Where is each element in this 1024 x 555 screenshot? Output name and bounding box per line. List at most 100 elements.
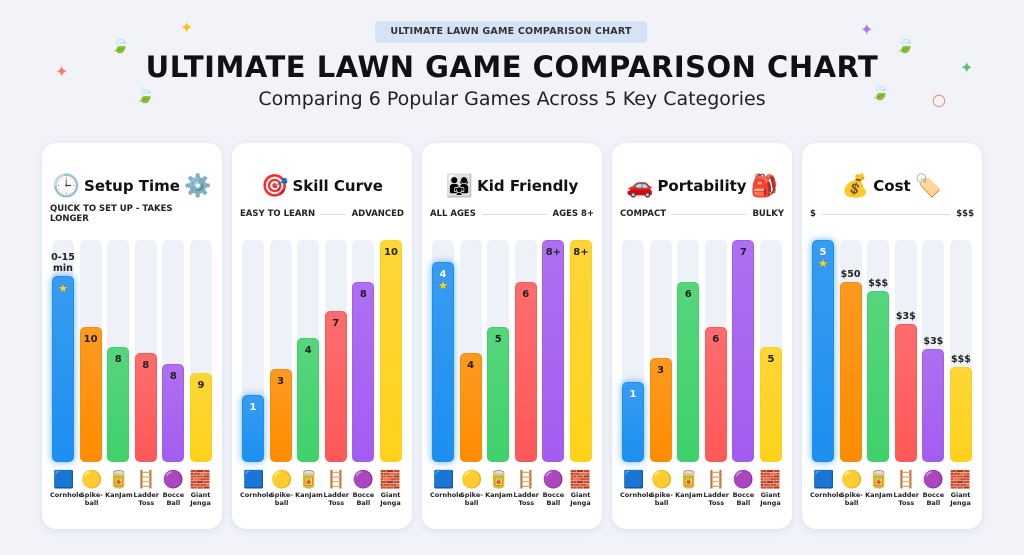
game-item: 🟣 Bocce Ball — [730, 469, 757, 507]
bar-track: 1 — [622, 240, 644, 462]
bar-laddertoss: 7 — [324, 311, 347, 462]
bar-track: $50 — [839, 240, 862, 462]
game-item: 🧱 Giant Jenga — [187, 469, 214, 507]
axis-labels: COMPACT BULKY — [612, 207, 792, 221]
bocce-ball-icon: 🟣 — [352, 470, 374, 490]
bar-label: 8+ — [545, 247, 562, 258]
game-item: 🟡 Spike-ball — [458, 469, 485, 507]
game-item: 🧱 Giant Jenga — [567, 469, 594, 507]
bar-track: 5 ★ — [812, 240, 834, 462]
bar-label: $$$ — [951, 353, 971, 365]
bar-track: 8+ — [569, 240, 592, 462]
game-name: Ladder Toss — [323, 491, 349, 507]
bar-kanjam — [867, 291, 890, 462]
coins-price-tag-icon: 💰 — [841, 173, 870, 199]
game-item: 🟦 Cornhole — [620, 469, 653, 507]
bar-label: 8 — [169, 371, 177, 383]
header-badge: ULTIMATE LAWN GAME COMPARISON CHART — [375, 21, 647, 43]
family-icon: 👨‍👩‍👧 — [445, 173, 474, 199]
game-name: Spike-ball — [80, 491, 103, 507]
bar-track: 5 — [759, 240, 782, 462]
bar-giantjenga — [949, 366, 972, 462]
game-item: 🟦 Cornhole — [430, 469, 463, 507]
kanjam-can-icon: 🥫 — [108, 470, 130, 490]
bar-spikeball — [839, 282, 862, 462]
game-name: Spike-ball — [270, 491, 293, 507]
game-name: Cornhole — [50, 491, 83, 499]
bar-label: 3 — [277, 375, 285, 387]
axis-left-label: EASY TO LEARN — [240, 209, 316, 219]
bar-track: 4 — [459, 240, 482, 462]
sparkle-decoration-icon: ✦ — [960, 58, 974, 77]
bar-bocceball: 8+ — [542, 240, 565, 462]
axis-left-label: COMPACT — [620, 209, 666, 219]
ladder-icon: 🪜 — [895, 470, 917, 490]
panel-setup-time: 🕒 Setup Time ⚙️ QUICK TO SET UP - TAKES … — [42, 143, 222, 529]
ladder-icon: 🪜 — [515, 470, 537, 490]
game-name: Spike-ball — [650, 491, 673, 507]
cornhole-board-icon: 🟦 — [53, 470, 75, 490]
game-item: 🟡 Spike-ball — [648, 469, 675, 507]
game-item: 🥫 KanJam — [105, 469, 133, 507]
bar-label: 1 — [629, 389, 637, 401]
game-item: 🟦 Cornhole — [240, 469, 273, 507]
game-item: 🟣 Bocce Ball — [350, 469, 377, 507]
bar-track: 1 — [242, 240, 264, 462]
game-item: 🪜 Ladder Toss — [893, 469, 920, 507]
bar-label: 0-15 min — [51, 251, 75, 274]
axis-labels: $ $$$ — [802, 207, 982, 221]
bar-bocceball: 7 — [732, 240, 755, 462]
bar-spikeball: 4 — [459, 353, 482, 462]
bar-giantjenga: 10 — [379, 240, 402, 462]
game-item: 🪜 Ladder Toss — [703, 469, 730, 507]
bar-label: 9 — [197, 380, 205, 392]
bar-label: 5 — [767, 353, 775, 365]
leaf-decoration-icon: 🍃 — [110, 35, 130, 54]
bocce-ball-icon: 🟣 — [732, 470, 754, 490]
leaf-decoration-icon: 🍃 — [895, 35, 915, 54]
clock-gears-icon-secondary: ⚙️ — [183, 173, 212, 199]
axis-right-label: AGES 8+ — [552, 209, 594, 219]
game-name: Giant Jenga — [570, 491, 591, 507]
bar-label: 7 — [739, 247, 747, 258]
star-icon: ★ — [58, 281, 68, 295]
bar-spikeball: 10 — [79, 326, 102, 462]
ladder-icon: 🪜 — [705, 470, 727, 490]
game-item: 🥫 KanJam — [295, 469, 323, 507]
axis-right-label: BULKY — [752, 209, 784, 219]
bar-track: 9 — [189, 240, 212, 462]
axis-left-label: QUICK TO SET UP - TAKES LONGER — [50, 204, 173, 224]
bar-cornhole: 1 — [242, 395, 264, 462]
bar-label: 4 — [439, 269, 447, 281]
bar-bocceball: 8 — [162, 364, 185, 462]
bocce-ball-icon: 🟣 — [162, 470, 184, 490]
bar-label: 10 — [83, 333, 98, 345]
bar-track: $3$ — [894, 240, 917, 462]
bar-spikeball: 3 — [269, 368, 292, 462]
game-name: Bocce Ball — [732, 491, 755, 507]
panel-title: Setup Time — [84, 177, 180, 195]
bar-track: 8 — [134, 240, 157, 462]
bar-chart: 1 3 6 6 7 — [622, 240, 782, 462]
axis-labels: ALL AGES AGES 8+ — [422, 207, 602, 221]
spikeball-icon: 🟡 — [650, 470, 673, 490]
game-name: Bocce Ball — [162, 491, 185, 507]
jenga-tower-icon: 🧱 — [379, 470, 402, 490]
bar-label: 4 — [467, 360, 475, 372]
kanjam-can-icon: 🥫 — [488, 470, 510, 490]
panel-header: 🕒 Setup Time ⚙️ — [42, 165, 222, 207]
panel-header: 🚗 Portability 🎒 — [612, 165, 792, 207]
game-name: Ladder Toss — [703, 491, 729, 507]
bar-track: 8 — [352, 240, 375, 462]
bar-giantjenga: 9 — [189, 373, 212, 462]
jenga-tower-icon: 🧱 — [759, 470, 782, 490]
bar-label: 6 — [522, 289, 530, 301]
bar-giantjenga: 8+ — [569, 240, 592, 462]
game-name: Giant Jenga — [380, 491, 401, 507]
bar-track: 10 — [379, 240, 402, 462]
bar-label: $3$ — [895, 311, 916, 323]
game-name: Giant Jenga — [950, 491, 971, 507]
bar-laddertoss — [894, 324, 917, 462]
spikeball-icon: 🟡 — [270, 470, 293, 490]
category-panels: 🕒 Setup Time ⚙️ QUICK TO SET UP - TAKES … — [42, 143, 982, 529]
